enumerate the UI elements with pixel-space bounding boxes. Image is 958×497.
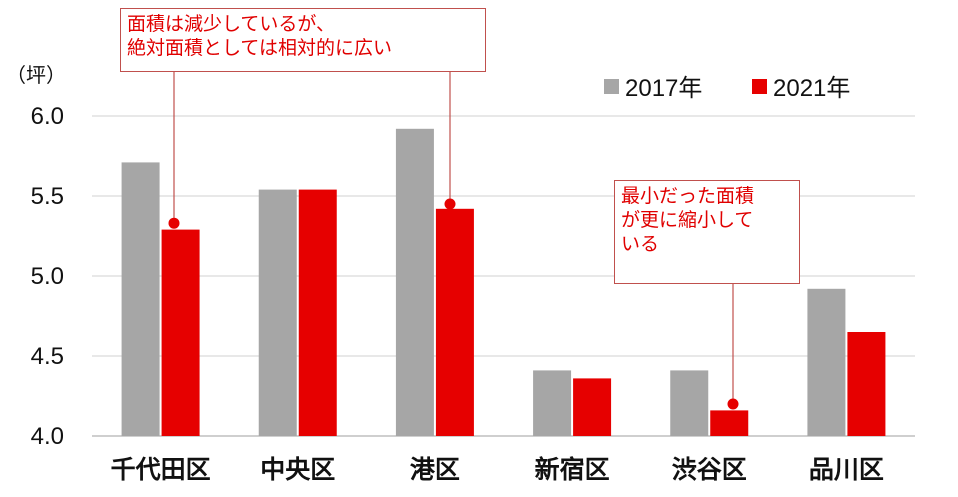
- bar-2021年-品川区: [847, 332, 886, 436]
- callout-leaders: [168, 72, 739, 410]
- callout-dot: [444, 198, 456, 210]
- legend-swatch-2017年: [604, 79, 619, 94]
- legend-label: 2021年: [773, 75, 850, 102]
- callout-dot: [727, 398, 739, 410]
- x-tick-label: 千代田区: [111, 455, 211, 484]
- legend: 2017年 2021年: [604, 75, 850, 102]
- y-tick-label: 4.5: [31, 343, 64, 370]
- x-tick-label: 品川区: [809, 455, 884, 484]
- y-tick-label: 4.0: [31, 423, 64, 450]
- legend-swatch-2021年: [752, 79, 767, 94]
- bar-2017年-品川区: [807, 288, 846, 436]
- bar-2021年-千代田区: [161, 229, 200, 436]
- y-axis-unit: （坪）: [6, 63, 66, 87]
- y-tick-label: 5.5: [31, 183, 64, 210]
- bar-2021年-渋谷区: [710, 410, 749, 436]
- x-tick-label: 新宿区: [535, 455, 610, 484]
- bar-2017年-渋谷区: [670, 370, 709, 436]
- bar-2017年-千代田区: [121, 162, 160, 436]
- callout-dot: [168, 217, 180, 229]
- bar-2017年-新宿区: [533, 370, 572, 436]
- bar-2021年-港区: [435, 208, 474, 436]
- y-axis-ticks: 4.0 4.5 5.0 5.5 6.0: [31, 103, 64, 450]
- y-tick-label: 5.0: [31, 263, 64, 290]
- x-tick-label: 中央区: [260, 455, 335, 484]
- x-axis-categories: 千代田区 中央区 港区 新宿区 渋谷区 品川区: [111, 455, 884, 484]
- bar-2017年-港区: [395, 128, 434, 437]
- legend-label: 2017年: [625, 75, 702, 102]
- x-tick-label: 渋谷区: [672, 455, 747, 484]
- x-tick-label: 港区: [410, 455, 460, 484]
- bar-2021年-中央区: [298, 189, 337, 436]
- callout-shibuya: 最小だった面積 が更に縮小して いる: [614, 180, 800, 284]
- bars: [121, 128, 886, 437]
- bar-2021年-新宿区: [573, 378, 612, 436]
- bar-2017年-中央区: [258, 189, 297, 436]
- callout-chiyoda: 面積は減少しているが、 絶対面積としては相対的に広い: [120, 8, 486, 72]
- y-tick-label: 6.0: [31, 103, 64, 130]
